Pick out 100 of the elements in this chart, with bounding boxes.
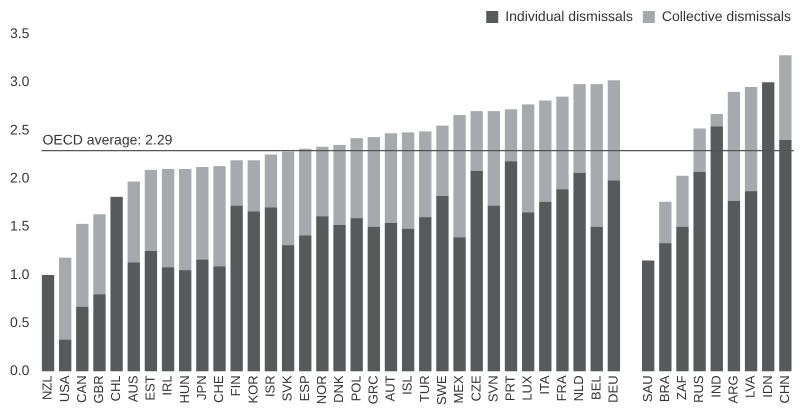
x-tick-label: JPN	[194, 375, 209, 400]
bar	[299, 148, 312, 236]
bar	[264, 154, 278, 208]
bar	[384, 222, 398, 372]
bar	[128, 262, 140, 372]
bar	[470, 111, 483, 171]
y-tick-label: 2.0	[10, 169, 30, 186]
bar	[264, 208, 278, 372]
bar	[504, 109, 518, 162]
bar	[384, 133, 398, 223]
x-tick-label: MEX	[451, 375, 466, 404]
bar	[333, 144, 346, 225]
bar	[419, 217, 432, 372]
bar	[402, 228, 414, 372]
legend-label: Individual dismissals	[505, 8, 633, 24]
bar	[144, 170, 158, 251]
y-tick-label: 1.0	[10, 266, 30, 282]
bar	[368, 137, 380, 227]
bar	[436, 126, 449, 196]
x-tick-label: CHE	[211, 375, 226, 403]
bar	[196, 260, 209, 372]
x-tick-label: CHL	[108, 375, 124, 402]
bar	[230, 206, 243, 372]
x-tick-label: BRA	[656, 375, 672, 402]
x-tick-label: AUS	[125, 375, 140, 402]
bar	[539, 100, 552, 202]
bar	[676, 176, 689, 227]
bar	[539, 202, 552, 372]
x-tick-label: IDN	[760, 375, 775, 398]
x-tick-label: IRL	[160, 375, 175, 396]
x-tick-label: USA	[56, 375, 72, 402]
bar	[556, 189, 569, 372]
bar	[93, 214, 106, 294]
x-tick-label: GRC	[365, 375, 380, 404]
bar	[248, 211, 260, 372]
x-tick-label: CAN	[74, 375, 89, 403]
x-tick-label: SVK	[280, 375, 295, 402]
bar	[179, 168, 192, 270]
y-tick-label: 1.5	[10, 218, 30, 234]
x-tick-label: SVN	[485, 375, 500, 402]
bar	[744, 191, 758, 372]
x-tick-label: SWE	[434, 375, 449, 406]
bar	[230, 160, 243, 206]
x-tick-label: HUN	[176, 375, 192, 404]
x-tick-label: GBR	[91, 375, 106, 404]
bar	[419, 131, 432, 218]
x-tick-label: SAU	[640, 375, 655, 402]
bar	[659, 243, 672, 372]
bar	[316, 146, 329, 216]
x-tick-label: KOR	[245, 375, 260, 404]
x-tick-label: NOR	[314, 375, 329, 404]
x-tick-label: NZL	[40, 375, 55, 400]
bar	[162, 168, 174, 268]
bar	[59, 258, 72, 340]
x-tick-label: CZE	[468, 375, 484, 402]
bar	[213, 266, 226, 372]
bar	[522, 104, 534, 212]
x-tick-label: RUS	[691, 375, 706, 403]
x-tick-label: FRA	[554, 375, 570, 402]
bar	[453, 237, 466, 372]
bar	[162, 267, 174, 372]
bar	[144, 250, 158, 372]
bar	[744, 87, 758, 192]
bar	[676, 226, 689, 372]
x-tick-label: ARG	[725, 375, 740, 404]
bar	[504, 161, 518, 372]
x-tick-label: ITA	[536, 375, 552, 395]
bar	[368, 226, 380, 372]
bar	[728, 200, 740, 372]
bar	[350, 138, 363, 218]
y-tick-label: 0.0	[10, 362, 30, 378]
bar	[76, 306, 88, 372]
bar	[642, 260, 654, 372]
x-tick-label: AUT	[382, 375, 398, 402]
bar	[93, 294, 106, 372]
x-tick-label: LVA	[742, 375, 758, 398]
y-tick-label: 3.5	[10, 24, 30, 41]
x-tick-label: CHN	[776, 375, 792, 404]
bar	[179, 270, 192, 372]
legend-label: Collective dismissals	[662, 8, 792, 24]
bar	[333, 224, 346, 372]
bar	[436, 196, 449, 372]
x-tick-label: NLD	[571, 375, 586, 402]
x-tick-label: ISR	[262, 375, 278, 398]
x-tick-label: ZAF	[674, 375, 690, 400]
x-tick-label: EST	[142, 375, 158, 401]
bar	[779, 55, 792, 140]
bar	[299, 235, 312, 372]
x-tick-label: IND	[708, 375, 724, 398]
bar	[573, 172, 586, 372]
bar	[693, 128, 706, 172]
x-tick-label: LUX	[520, 375, 535, 401]
bar	[453, 114, 466, 238]
bar	[693, 172, 706, 372]
bar	[608, 80, 620, 181]
x-tick-label: FIN	[228, 375, 244, 396]
bar	[402, 132, 414, 229]
bar	[728, 92, 740, 201]
y-tick-label: 0.5	[10, 314, 30, 330]
x-tick-label: POL	[348, 375, 364, 402]
